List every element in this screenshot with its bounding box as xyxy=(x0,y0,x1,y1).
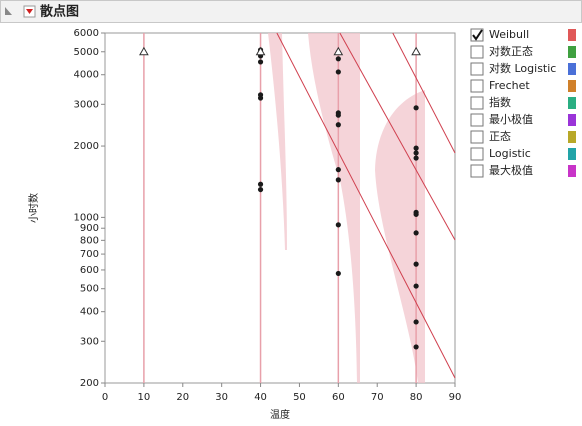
legend-label[interactable]: 正态 xyxy=(489,130,511,143)
collapse-icon[interactable] xyxy=(5,7,12,15)
point xyxy=(335,56,341,62)
point xyxy=(335,167,341,173)
y-axis-label: 小时数 xyxy=(27,193,40,223)
point xyxy=(335,112,341,118)
point xyxy=(335,69,341,75)
y-tick-label: 900 xyxy=(80,223,99,234)
legend-swatch xyxy=(568,114,576,126)
legend-swatch xyxy=(568,148,576,160)
censored-marker xyxy=(411,46,421,56)
legend-label[interactable]: Frechet xyxy=(489,79,530,92)
legend-swatch xyxy=(568,80,576,92)
legend-label[interactable]: 最小极值 xyxy=(489,112,533,126)
checkbox[interactable] xyxy=(470,130,484,144)
y-tick-label: 5000 xyxy=(74,47,99,58)
header-bar xyxy=(0,0,582,23)
x-tick-label: 60 xyxy=(332,392,345,403)
y-tick-label: 700 xyxy=(80,249,99,260)
checkmark xyxy=(472,29,483,41)
y-tick-label: 2000 xyxy=(74,141,99,152)
checkbox[interactable] xyxy=(470,96,484,110)
checkbox[interactable] xyxy=(470,164,484,178)
x-tick-label: 50 xyxy=(293,392,306,403)
legend-label[interactable]: 最大极值 xyxy=(489,163,533,177)
y-tick-label: 300 xyxy=(80,336,99,347)
legend-swatch xyxy=(568,46,576,58)
point xyxy=(335,177,341,183)
y-tick-label: 200 xyxy=(80,378,99,389)
x-axis-label: 温度 xyxy=(270,408,290,421)
legend-label[interactable]: Logistic xyxy=(489,147,531,160)
y-tick-label: 3000 xyxy=(74,99,99,110)
x-tick-label: 90 xyxy=(449,392,462,403)
point xyxy=(257,95,264,101)
point xyxy=(413,344,419,350)
legend-swatch xyxy=(568,165,576,177)
legend-swatch xyxy=(568,29,576,41)
y-tick-label: 1000 xyxy=(74,212,99,223)
legend-label[interactable]: 对数正态 xyxy=(489,44,533,58)
point xyxy=(413,261,419,267)
y-tick-label: 500 xyxy=(80,284,99,295)
point xyxy=(335,122,341,128)
legend-label[interactable]: 指数 xyxy=(489,95,511,109)
y-tick-label: 600 xyxy=(80,265,99,276)
point xyxy=(257,59,264,65)
point xyxy=(257,186,264,193)
y-tick-label: 400 xyxy=(80,307,99,318)
y-tick-label: 4000 xyxy=(74,70,99,81)
point xyxy=(413,150,419,156)
x-tick-label: 0 xyxy=(102,392,108,403)
censored-marker xyxy=(333,46,344,56)
censored-marker xyxy=(255,46,266,56)
legend-swatch xyxy=(568,63,576,75)
density-band xyxy=(308,33,360,383)
legend-swatch xyxy=(568,131,576,143)
checkbox[interactable] xyxy=(470,113,484,127)
point xyxy=(413,105,419,111)
point xyxy=(413,211,419,217)
x-tick-label: 10 xyxy=(138,392,151,403)
x-tick-label: 70 xyxy=(371,392,384,403)
menu-arrow xyxy=(26,9,33,14)
point xyxy=(335,222,341,228)
checkbox[interactable] xyxy=(470,62,484,76)
x-tick-label: 80 xyxy=(410,392,423,403)
point xyxy=(413,283,419,289)
legend-label[interactable]: 对数 Logistic xyxy=(489,61,556,75)
fit-line xyxy=(276,32,456,379)
point xyxy=(257,181,264,187)
checkbox[interactable] xyxy=(470,147,484,161)
point xyxy=(413,230,419,236)
title: 散点图 xyxy=(40,4,79,20)
x-tick-label: 30 xyxy=(215,392,228,403)
censored-marker xyxy=(139,46,149,56)
x-tick-label: 40 xyxy=(254,392,267,403)
legend-label[interactable]: Weibull xyxy=(489,28,529,41)
y-tick-label: 800 xyxy=(80,235,99,246)
density-band xyxy=(268,33,287,250)
point xyxy=(413,319,419,325)
point xyxy=(335,270,341,277)
checkbox[interactable] xyxy=(470,79,484,93)
legend-swatch xyxy=(568,97,576,109)
fit-line xyxy=(339,32,456,241)
x-tick-label: 20 xyxy=(176,392,189,403)
point xyxy=(413,145,419,151)
checkbox[interactable] xyxy=(470,45,484,59)
y-tick-label: 6000 xyxy=(74,28,99,39)
fit-line xyxy=(392,32,456,154)
point xyxy=(413,155,419,161)
